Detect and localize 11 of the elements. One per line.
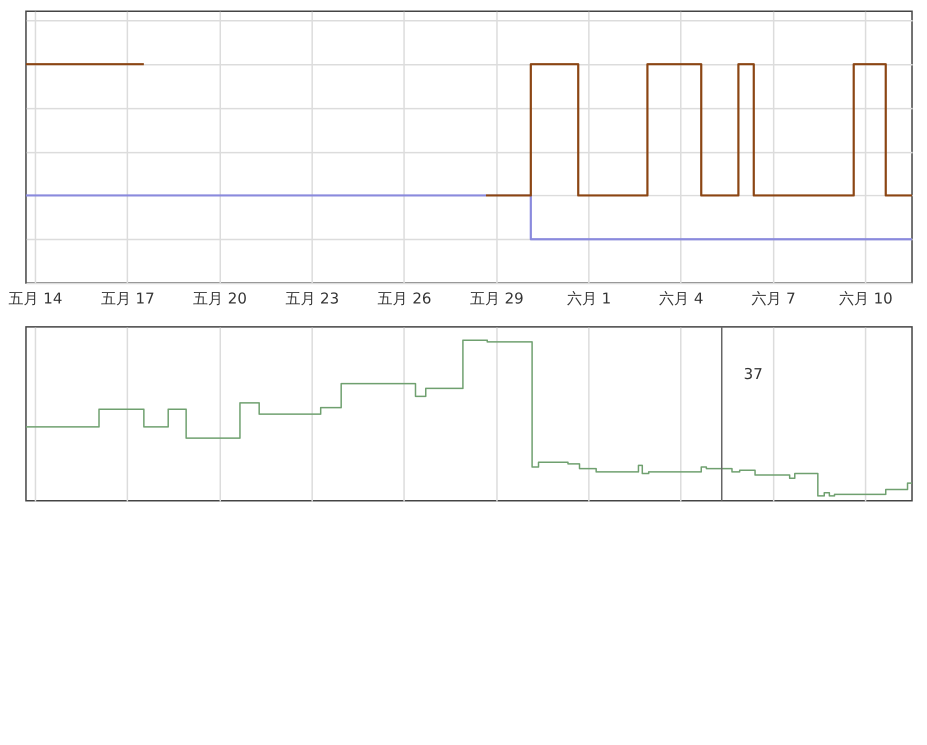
- x-tick-label: 六月 4: [659, 289, 704, 308]
- annotation: 37: [744, 364, 763, 383]
- x-tick-label: 六月 1: [566, 289, 612, 308]
- x-tick-label: 五月 29: [470, 289, 524, 308]
- x-tick-label: 六月 10: [838, 289, 893, 308]
- x-tick-label: 五月 20: [193, 289, 247, 308]
- x-tick-label: 六月 7: [751, 289, 796, 308]
- x-tick-label: 五月 23: [285, 289, 340, 308]
- x-tick-label: 五月 17: [100, 289, 155, 308]
- x-tick-label: 五月 26: [378, 289, 432, 308]
- x-tick-label: 五月 14: [8, 289, 62, 308]
